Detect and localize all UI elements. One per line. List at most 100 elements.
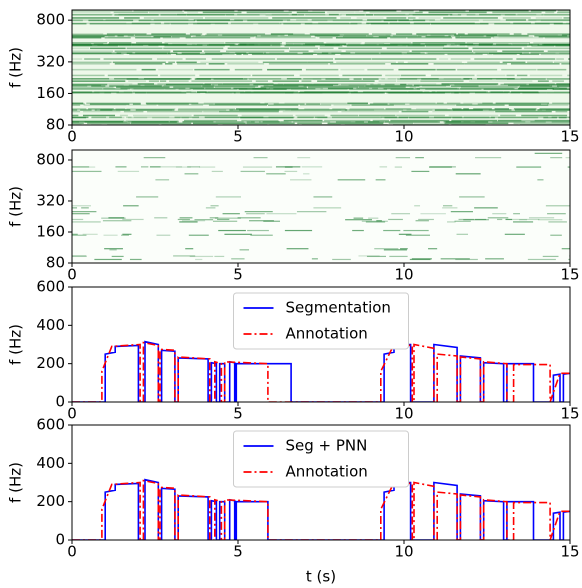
spectrogram-texture	[333, 104, 351, 106]
spectrogram-texture	[273, 87, 291, 90]
spectrogram-texture	[206, 33, 266, 35]
spectrogram-texture	[176, 61, 197, 64]
spectrogram-texture	[181, 52, 200, 55]
spectrogram-texture	[384, 121, 440, 123]
spectrogram-texture	[140, 166, 149, 168]
spectrogram-texture	[158, 68, 193, 71]
spectrogram-texture	[569, 114, 570, 117]
spectrogram-texture	[132, 91, 192, 93]
y-tick-label: 80	[46, 116, 65, 134]
spectrogram-texture	[94, 258, 122, 261]
spectrogram-texture	[397, 78, 418, 80]
spectrogram-texture	[346, 14, 365, 16]
spectrogram-texture	[305, 14, 342, 16]
spectrogram-texture	[114, 50, 171, 52]
series-line	[72, 341, 570, 402]
spectrogram-texture	[231, 258, 245, 260]
spectrogram-texture	[101, 217, 126, 219]
spectrogram-texture	[304, 43, 347, 45]
spectrogram-texture	[478, 44, 533, 46]
spectrogram-texture	[72, 33, 104, 35]
spectrogram-texture	[167, 52, 178, 55]
spectrogram-texture	[299, 104, 332, 106]
spectrogram-texture	[492, 11, 542, 14]
spectrogram-texture	[80, 109, 92, 111]
spectrogram-texture	[307, 87, 323, 90]
spectrogram-texture	[514, 109, 536, 111]
spectrogram-texture	[255, 36, 316, 39]
spectrogram-texture	[122, 233, 132, 235]
spectrogram-texture	[541, 13, 570, 16]
spectrogram-texture	[498, 116, 539, 119]
spectrogram-texture	[297, 122, 322, 125]
spectrogram-texture	[395, 157, 411, 159]
spectrogram-texture	[295, 116, 314, 119]
spectrogram-texture	[224, 233, 252, 235]
spectrogram-texture	[268, 63, 329, 65]
spectrogram-texture	[301, 80, 312, 82]
spectrogram-texture	[327, 122, 384, 125]
spectrogram-texture	[182, 121, 214, 123]
spectrogram-texture	[253, 83, 283, 86]
spectrogram-texture	[89, 22, 151, 25]
spectrogram-bg	[72, 150, 570, 263]
spectrogram-texture	[385, 108, 412, 110]
spectrogram-texture	[199, 74, 251, 77]
spectrogram-texture	[89, 103, 130, 105]
axes-frame	[71, 9, 571, 126]
spectrogram-texture	[218, 229, 246, 232]
spectrogram-texture	[213, 78, 248, 80]
spectrogram-texture	[552, 80, 564, 82]
spectrogram-texture	[72, 166, 96, 168]
spectrogram-texture	[449, 45, 466, 47]
spectrogram-texture	[72, 102, 84, 105]
spectrogram-texture	[100, 109, 131, 111]
spectrogram-texture	[72, 77, 110, 80]
y-tick-label: 0	[55, 531, 65, 549]
spectrogram-texture	[129, 53, 171, 56]
x-tick-label: 15	[560, 405, 579, 423]
spectrogram-texture	[260, 43, 301, 46]
spectrogram-texture	[391, 213, 411, 215]
spectrogram-texture	[520, 77, 570, 80]
spectrogram-texture	[550, 157, 563, 159]
spectrogram-texture	[505, 19, 526, 21]
spectrogram-texture	[239, 43, 281, 45]
spectrogram-texture	[115, 108, 126, 110]
spectrogram-texture	[450, 58, 471, 60]
spectrogram-texture	[197, 22, 229, 25]
spectrogram-texture	[116, 52, 133, 54]
spectrogram-texture	[457, 13, 476, 16]
spectrogram-texture	[309, 33, 369, 35]
spectrogram-texture	[243, 53, 249, 56]
spectrogram-texture	[329, 63, 386, 65]
spectrogram-texture	[290, 87, 316, 90]
spectrogram-texture	[523, 52, 556, 55]
spectrogram-texture	[283, 119, 323, 122]
spectrogram-texture	[286, 248, 309, 250]
spectrogram-texture	[160, 14, 187, 16]
spectrogram-texture	[494, 22, 550, 25]
spectrogram-texture	[90, 47, 126, 50]
spectrogram-texture	[539, 108, 570, 110]
spectrogram-texture	[175, 53, 223, 56]
spectrogram-texture	[454, 220, 471, 222]
spectrogram-texture	[375, 179, 386, 181]
spectrogram-texture	[72, 255, 87, 258]
spectrogram-texture	[537, 179, 544, 181]
spectrogram-texture	[518, 86, 560, 88]
spectrogram-texture	[561, 248, 570, 250]
spectrogram-texture	[540, 53, 570, 56]
spectrogram-texture	[195, 35, 258, 37]
spectrogram-texture	[214, 86, 256, 88]
spectrogram-texture	[459, 196, 485, 198]
spectrogram-texture	[513, 213, 520, 215]
spectrogram-texture	[460, 92, 508, 94]
spectrogram-texture	[164, 45, 225, 47]
spectrogram-texture	[204, 50, 221, 52]
spectrogram-texture	[358, 86, 406, 88]
spectrogram-texture	[565, 157, 570, 159]
spectrogram-texture	[146, 34, 201, 36]
spectrogram-texture	[252, 87, 270, 90]
